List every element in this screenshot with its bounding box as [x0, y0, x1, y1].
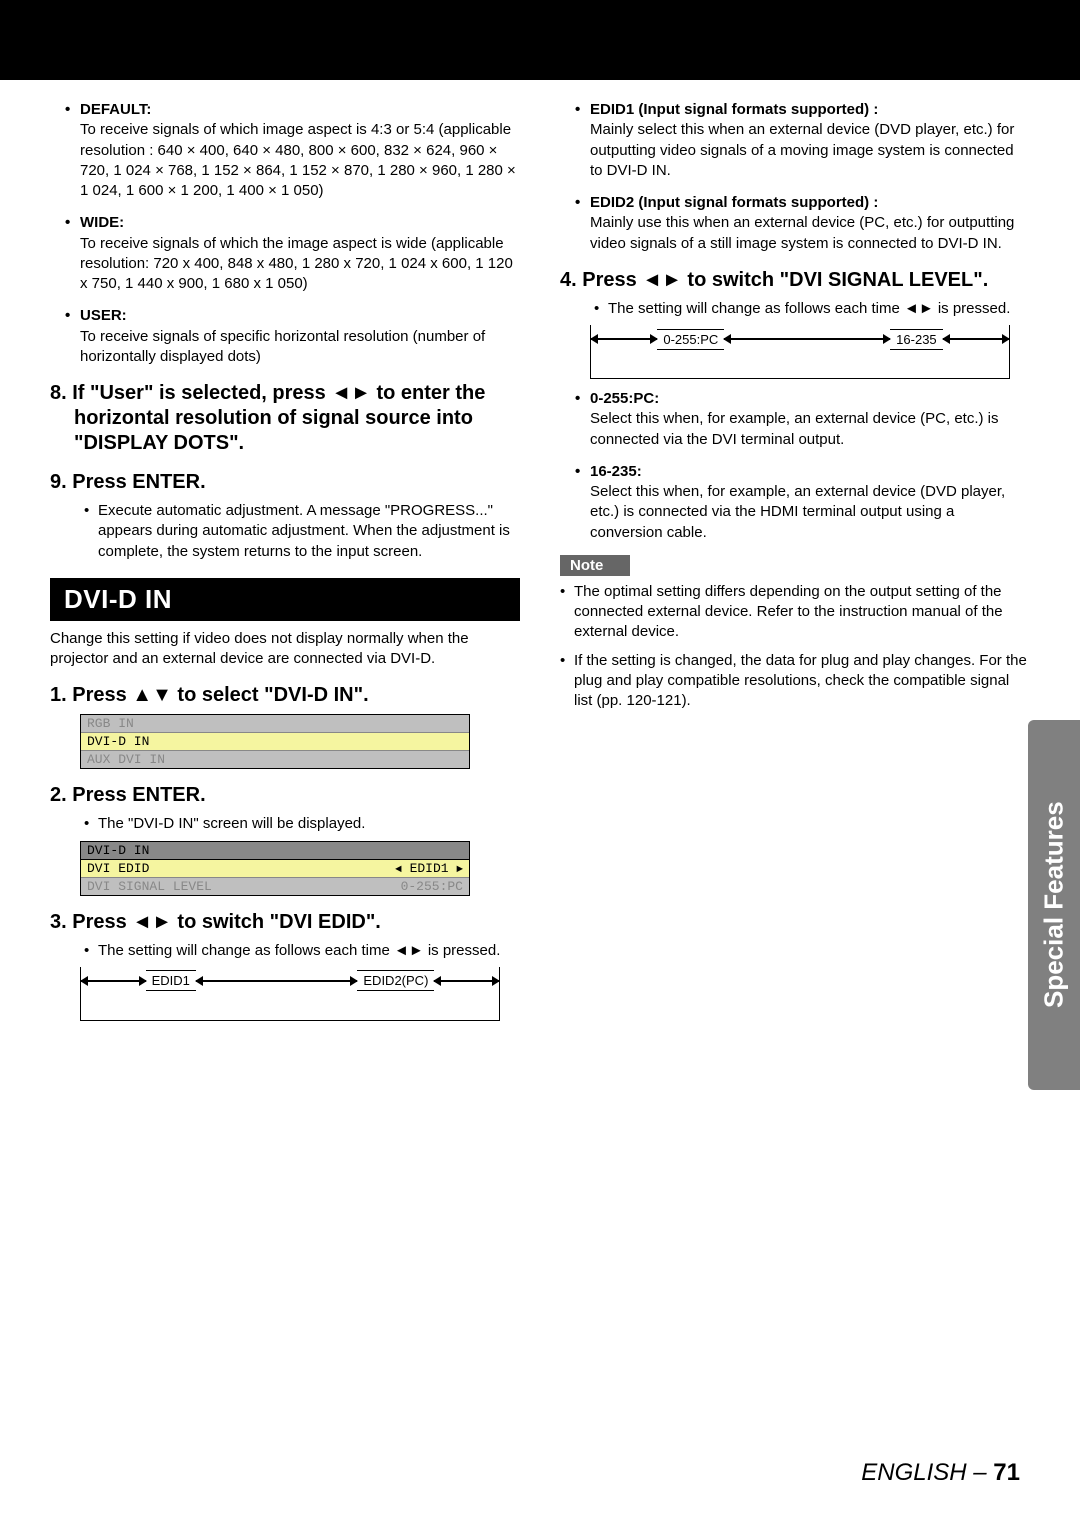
step-4: 4. Press ◄► to switch "DVI SIGNAL LEVEL"…	[560, 268, 1030, 293]
menu-edid-label: DVI EDID	[87, 861, 149, 876]
bullet-user: USER: To receive signals of specific hor…	[80, 306, 520, 367]
bullet-default: DEFAULT: To receive signals of which ima…	[80, 100, 520, 201]
footer-page: 71	[993, 1459, 1020, 1486]
desc-user: To receive signals of specific horizonta…	[80, 327, 520, 368]
step-3: 3. Press ◄► to switch "DVI EDID".	[50, 910, 520, 935]
step-2-desc: The "DVI-D IN" screen will be displayed.	[98, 814, 520, 834]
bullet-edid2: EDID2 (Input signal formats supported) :…	[590, 193, 1030, 254]
label-16235: 16-235:	[590, 462, 1030, 482]
toggle-edid: EDID1 EDID2(PC)	[80, 967, 500, 1021]
menu-dvi-d-in: DVI-D IN DVI EDID ◄ EDID1 ► DVI SIGNAL L…	[80, 841, 470, 896]
toggle-edid2: EDID2(PC)	[357, 970, 434, 991]
menu-row-signal: DVI SIGNAL LEVEL 0-255:PC	[81, 878, 469, 895]
note-label: Note	[560, 555, 630, 576]
menu-signal-label: DVI SIGNAL LEVEL	[87, 879, 212, 894]
menu-signal-value: 0-255:PC	[401, 879, 463, 894]
right-column: EDID1 (Input signal formats supported) :…	[560, 100, 1030, 1031]
footer: ENGLISH – 71	[861, 1459, 1020, 1487]
desc-0255: Select this when, for example, an extern…	[590, 409, 1030, 450]
content-columns: DEFAULT: To receive signals of which ima…	[0, 80, 1080, 1031]
step-9: 9. Press ENTER.	[50, 470, 520, 495]
step-1: 1. Press ▲▼ to select "DVI-D IN".	[50, 683, 520, 708]
label-default: DEFAULT:	[80, 100, 520, 120]
label-edid1: EDID1 (Input signal formats supported) :	[590, 100, 1030, 120]
side-tab-special-features: Special Features	[1028, 720, 1080, 1090]
label-0255: 0-255:PC:	[590, 389, 1030, 409]
page: DEFAULT: To receive signals of which ima…	[0, 0, 1080, 1527]
desc-default: To receive signals of which image aspect…	[80, 120, 520, 201]
label-user: USER:	[80, 306, 520, 326]
footer-lang: ENGLISH –	[861, 1459, 993, 1486]
step-3-desc: The setting will change as follows each …	[98, 941, 520, 961]
label-edid2: EDID2 (Input signal formats supported) :	[590, 193, 1030, 213]
menu-row-dvid: DVI-D IN	[81, 733, 469, 751]
desc-edid1: Mainly select this when an external devi…	[590, 120, 1030, 181]
toggle-signal: 0-255:PC 16-235	[590, 325, 1010, 379]
toggle-0255: 0-255:PC	[657, 329, 724, 350]
label-wide: WIDE:	[80, 213, 520, 233]
bullet-0255: 0-255:PC: Select this when, for example,…	[590, 389, 1030, 450]
menu-row-aux: AUX DVI IN	[81, 751, 469, 768]
step-8: 8. If "User" is selected, press ◄► to en…	[50, 381, 520, 456]
section-dvi-d-in: DVI-D IN	[50, 578, 520, 621]
left-column: DEFAULT: To receive signals of which ima…	[50, 100, 520, 1031]
desc-16235: Select this when, for example, an extern…	[590, 482, 1030, 543]
desc-wide: To receive signals of which the image as…	[80, 234, 520, 295]
menu-input-select: RGB IN DVI-D IN AUX DVI IN	[80, 714, 470, 769]
step-9-desc: Execute automatic adjustment. A message …	[98, 501, 520, 562]
menu-edid-value: ◄ EDID1 ►	[395, 861, 463, 876]
note-a: The optimal setting differs depending on…	[574, 582, 1030, 643]
desc-edid2: Mainly use this when an external device …	[590, 213, 1030, 254]
toggle-16235: 16-235	[890, 329, 942, 350]
menu-header: DVI-D IN	[81, 842, 469, 860]
bullet-edid1: EDID1 (Input signal formats supported) :…	[590, 100, 1030, 181]
menu-row-rgb: RGB IN	[81, 715, 469, 733]
header-bar	[0, 0, 1080, 80]
note-b: If the setting is changed, the data for …	[574, 651, 1030, 712]
step-4-desc: The setting will change as follows each …	[608, 299, 1030, 319]
step-2: 2. Press ENTER.	[50, 783, 520, 808]
bullet-16235: 16-235: Select this when, for example, a…	[590, 462, 1030, 543]
section-desc: Change this setting if video does not di…	[50, 629, 520, 670]
bullet-wide: WIDE: To receive signals of which the im…	[80, 213, 520, 294]
toggle-edid1: EDID1	[146, 970, 196, 991]
menu-row-edid: DVI EDID ◄ EDID1 ►	[81, 860, 469, 878]
